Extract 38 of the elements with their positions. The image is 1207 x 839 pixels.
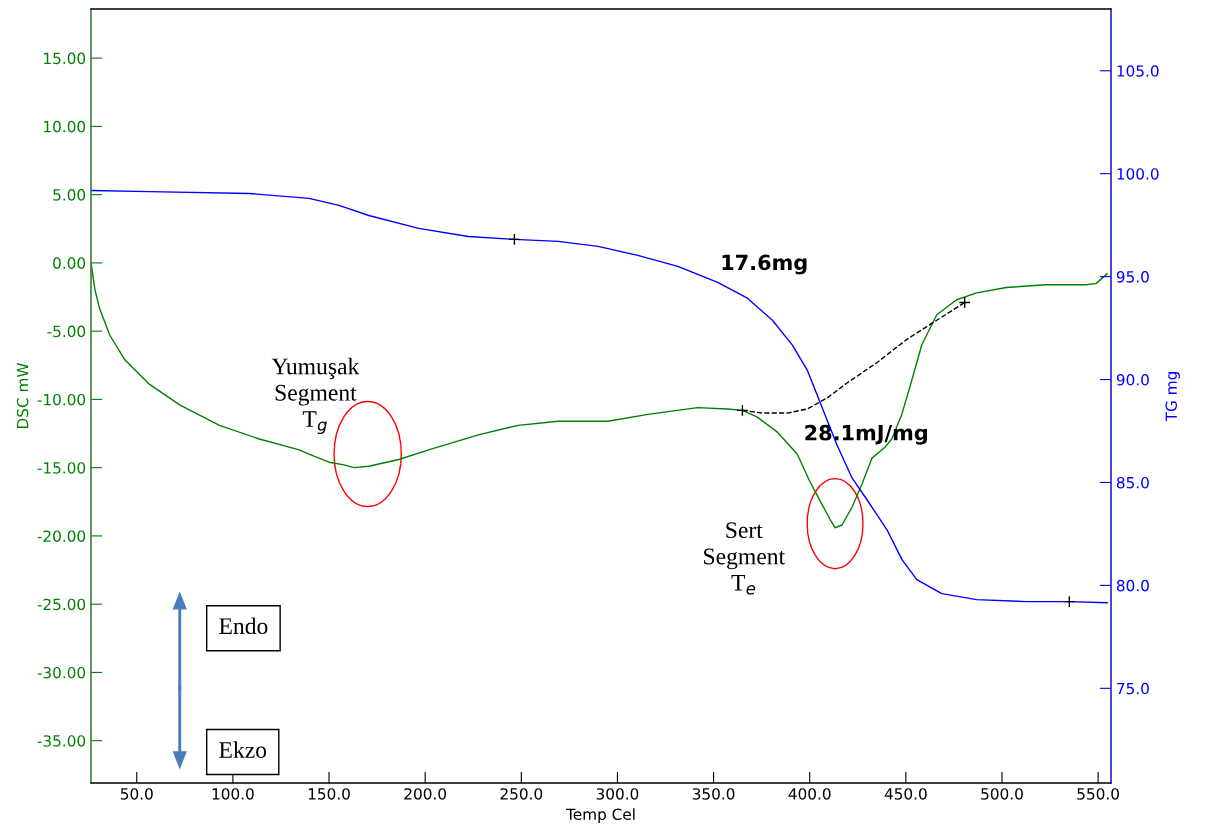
y-tick-label: 0.00 — [53, 257, 86, 269]
y-tick-label: 10.00 — [44, 120, 86, 133]
x-tick-label: 450.0 — [884, 788, 927, 800]
x-tick-label: 50.0 — [120, 788, 153, 800]
y2-tick-label: 95.0 — [1116, 271, 1149, 283]
annotation: Endo — [219, 617, 268, 635]
y-axis-title: DSC mW — [16, 363, 29, 428]
y2-tick-label: 80.0 — [1116, 579, 1149, 592]
annotation: Sert Segment T$_{e}$ — [704, 522, 785, 595]
annotation: Ekzo — [219, 741, 267, 758]
y2-tick-label: 75.0 — [1117, 682, 1149, 695]
x-tick-label: 250.0 — [500, 788, 543, 800]
x-tick-label: 100.0 — [212, 788, 254, 800]
y-tick-label: -30.00 — [37, 666, 86, 679]
y-tick-label: 5.00 — [53, 189, 86, 201]
annotation: Yumuşak Segment T$_{g}$ — [271, 357, 360, 435]
y2-axis-title: TG mg — [1165, 372, 1180, 422]
y-tick-label: 15.00 — [44, 52, 86, 65]
y2-tick-label: 100.0 — [1117, 168, 1159, 180]
y-tick-label: -10.00 — [37, 393, 86, 406]
x-tick-label: 500.0 — [981, 788, 1023, 800]
y-tick-label: -25.00 — [37, 598, 86, 611]
y2-tick-label: 90.0 — [1116, 374, 1149, 386]
x-axis-title: Temp Cel — [566, 808, 635, 823]
x-tick-label: 300.0 — [596, 788, 639, 800]
x-tick-label: 550.0 — [1077, 788, 1119, 800]
line-series — [91, 189, 1108, 604]
x-tick-label: 350.0 — [692, 788, 735, 800]
y2-tick-label: 85.0 — [1116, 476, 1149, 489]
x-tick-label: 400.0 — [788, 788, 831, 800]
y-tick-label: -15.00 — [37, 462, 86, 474]
y-tick-label: -5.00 — [47, 325, 86, 338]
y-tick-label: -20.00 — [37, 530, 86, 542]
x-tick-label: 150.0 — [308, 788, 350, 800]
annotation: 17.6mg — [722, 254, 807, 275]
y-tick-label: -35.00 — [37, 735, 86, 747]
y2-tick-label: 105.0 — [1117, 65, 1159, 77]
x-tick-label: 200.0 — [404, 788, 447, 800]
